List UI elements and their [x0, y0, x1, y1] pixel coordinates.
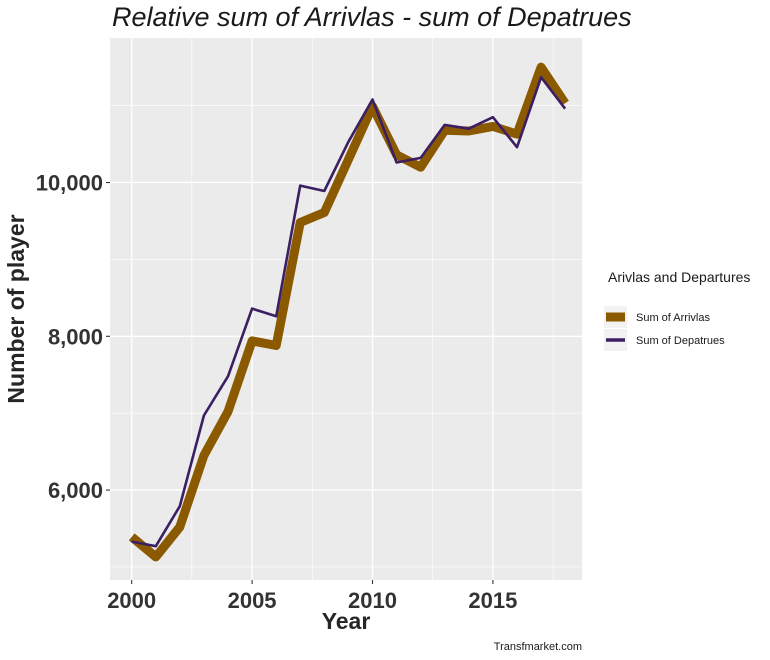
- series-line-arrivals: [128, 62, 569, 562]
- legend-label: Sum of Arrivlas: [636, 312, 710, 324]
- legend-label: Sum of Depatrues: [636, 335, 725, 347]
- legend-title: Arivlas and Departures: [608, 269, 750, 285]
- y-axis: 6,000 8,000 10,000: [36, 171, 110, 503]
- x-tick-label: 2005: [228, 588, 277, 613]
- y-tick-label: 6,000: [48, 478, 103, 503]
- y-tick-label: 8,000: [48, 324, 103, 349]
- x-tick-label: 2010: [348, 588, 397, 613]
- series-layer: [128, 62, 569, 562]
- x-tick-label: 2000: [107, 588, 156, 613]
- legend: Arivlas and Departures Sum of Arrivlas Su…: [604, 269, 750, 351]
- y-axis-label: Number of player: [3, 214, 29, 403]
- x-axis: 2000 2005 2010 2015: [107, 580, 517, 613]
- x-axis-label: Year: [322, 608, 371, 634]
- x-tick-label: 2015: [468, 588, 517, 613]
- y-tick-label: 10,000: [36, 171, 103, 196]
- series-line-departures: [131, 75, 567, 548]
- chart-title: Relative sum of Arrivlas - sum of Depatr…: [112, 2, 632, 32]
- source-caption: Transfmarket.com: [494, 641, 582, 653]
